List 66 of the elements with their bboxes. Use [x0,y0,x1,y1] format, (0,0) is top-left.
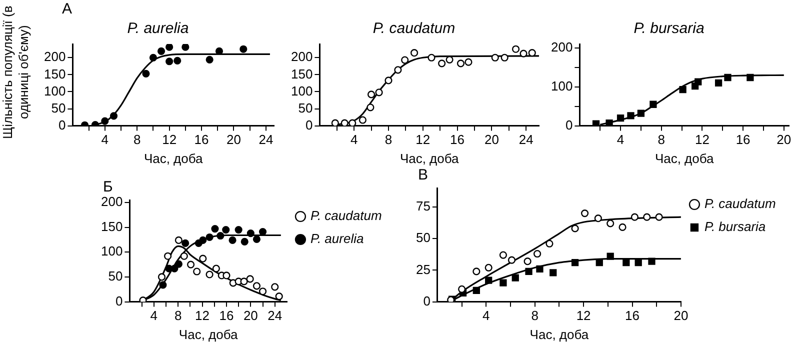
y-tick-label: 50 [298,100,313,116]
y-tick-label: 50 [416,230,430,246]
chart-title: P. aurelia [127,20,189,38]
legend-label: P. aurelia [310,231,371,246]
y-tick-label: 200 [100,194,123,210]
x-tick-label: 16 [736,132,750,148]
x-tick-label: 4 [616,132,624,148]
x-axis-title: Час, доба [400,150,460,166]
y-tick-label: 200 [550,39,573,54]
x-tick-label: 4 [150,308,158,324]
x-tick-label: 12 [195,308,210,324]
y-tick-label: 50 [51,100,66,116]
chart-title: P. caudatum [372,20,456,38]
y-tick-label: 100 [290,83,313,98]
y-tick-label: 200 [290,49,313,64]
y-tick-label: 150 [44,66,66,82]
y-tick-label: 200 [44,49,66,64]
x-tick-label: 4 [101,132,109,148]
y-tick-label: 150 [290,66,313,82]
x-tick-label: 8 [658,132,665,148]
y-tick-label: 0 [423,293,430,308]
x-tick-label: 12 [416,132,430,148]
x-tick-label: 20 [226,132,241,148]
legend-label: P. bursaria [704,219,773,234]
x-axis-title: Час, доба [530,326,590,342]
x-tick-label: 24 [518,132,534,148]
y-tick-label: 100 [44,83,66,98]
text: Б [103,178,113,196]
x-tick-label: 20 [484,132,499,148]
x-tick-label: 12 [694,132,710,148]
x-tick-label: 16 [194,132,209,148]
y-tick-label: 0 [115,293,123,308]
x-tick-label: 8 [133,132,141,148]
legend-label: P. caudatum [704,196,784,212]
x-tick-label: 20 [776,132,792,148]
y-tick-label: 50 [108,268,123,284]
x-tick-label: 8 [384,132,392,148]
y-tick-label: 0 [565,117,573,132]
x-tick-label: 8 [174,308,182,324]
x-tick-label: 24 [268,308,282,324]
x-tick-label: 24 [258,132,274,148]
x-tick-label: 16 [625,308,640,324]
y-tick-label: 75 [416,198,430,214]
x-tick-label: 20 [243,308,258,324]
y-tick-label: 150 [100,218,123,234]
x-tick-label: 16 [450,132,465,148]
x-tick-label: 12 [162,132,177,148]
x-tick-label: 16 [219,308,234,324]
x-tick-label: 4 [482,308,490,324]
y-tick-label: 0 [305,117,313,132]
x-axis-title: Час, доба [178,326,239,342]
x-tick-label: 8 [531,308,538,324]
text: В [418,166,428,184]
y-tick-label: 0 [58,117,66,132]
x-tick-label: 12 [576,308,591,324]
x-tick-label: 4 [350,132,358,148]
y-tick-label: 25 [416,262,430,277]
y-axis-title: Щільність популяції (в одиниці об'єму) [0,4,32,142]
chart-title: P. bursaria [634,20,704,38]
legend-label: P. caudatum [310,208,390,224]
y-tick-label: 100 [550,78,573,94]
text: А [62,0,72,18]
y-tick-label: 100 [100,244,123,259]
x-tick-label: 20 [674,308,688,324]
x-axis-title: Час, доба [654,150,715,166]
x-axis-title: Час, доба [144,150,204,166]
